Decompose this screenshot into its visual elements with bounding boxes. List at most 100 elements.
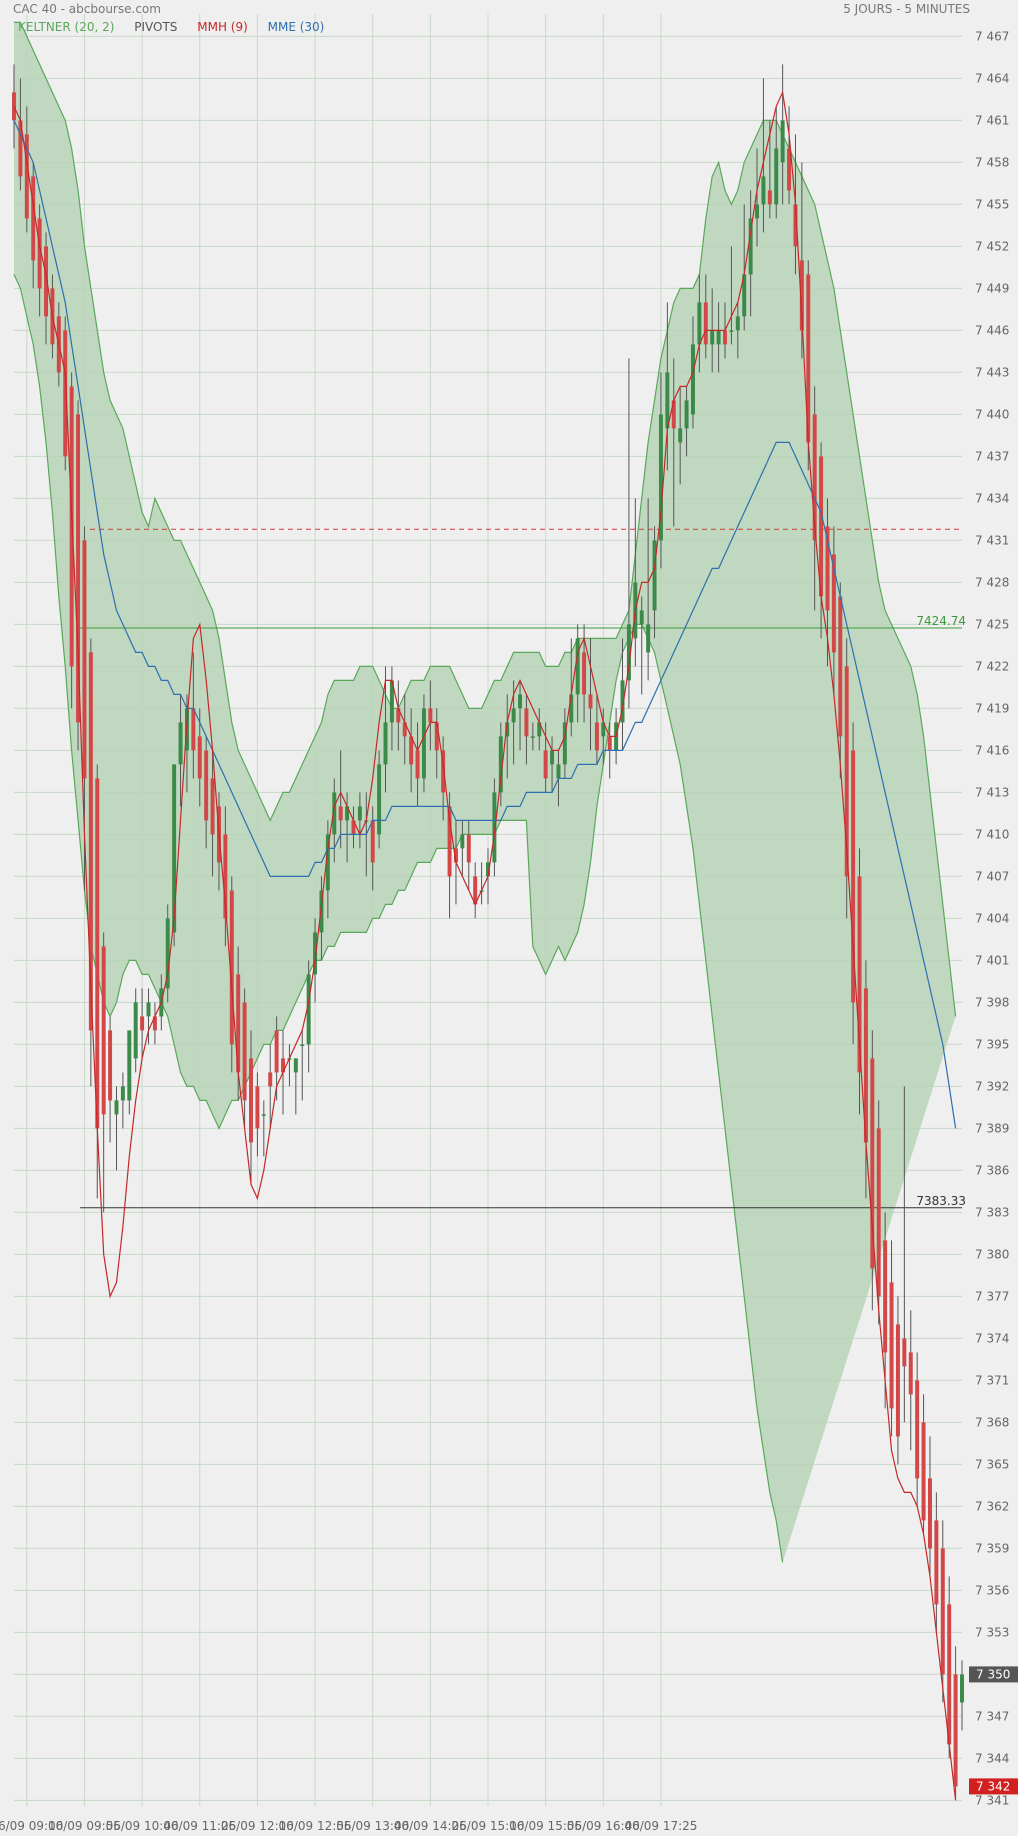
- y-tick-label: 7 416: [975, 743, 1009, 757]
- y-tick-label: 7 377: [975, 1289, 1009, 1303]
- candle: [268, 1044, 273, 1129]
- y-tick-label: 7 410: [975, 827, 1009, 841]
- candle: [498, 722, 503, 807]
- y-tick-label: 7 425: [975, 617, 1009, 631]
- candle-body: [293, 1058, 298, 1073]
- candle: [223, 806, 228, 947]
- candle: [639, 596, 644, 695]
- candle-body: [306, 974, 311, 1045]
- candle-body: [889, 1282, 894, 1409]
- candle: [101, 932, 106, 1213]
- candle-body: [505, 722, 510, 737]
- y-tick-label: 7 440: [975, 407, 1009, 421]
- candle-body: [101, 946, 106, 1115]
- candle: [524, 694, 529, 765]
- candle-body: [870, 1058, 875, 1269]
- candle-body: [319, 890, 324, 933]
- candle: [229, 876, 234, 1073]
- candle: [351, 806, 356, 849]
- candle: [831, 526, 836, 695]
- candle: [197, 708, 202, 807]
- candle: [178, 694, 183, 807]
- candle-body: [152, 1016, 157, 1031]
- y-tick-label: 7 341: [975, 1793, 1009, 1807]
- candle-body: [703, 302, 708, 345]
- y-tick-label: 7 434: [975, 491, 1009, 505]
- candle-body: [473, 876, 478, 905]
- candle-body: [844, 666, 849, 877]
- candle: [870, 1030, 875, 1311]
- candle-body: [601, 722, 606, 737]
- legend-mmh[interactable]: MMH (9): [197, 20, 248, 34]
- candle-body: [223, 834, 228, 919]
- x-tick-label: 06/09 09:10: [0, 1819, 63, 1833]
- candle: [492, 778, 497, 877]
- candle-body: [165, 918, 170, 989]
- price-tag-label: 7 350: [976, 1667, 1010, 1681]
- candle-body: [18, 120, 23, 177]
- y-tick-label: 7 401: [975, 953, 1009, 967]
- candle: [127, 1030, 132, 1115]
- mme-line-group: [13, 120, 957, 1129]
- legend: KELTNER (20, 2) PIVOTS MMH (9) MME (30): [18, 20, 340, 34]
- candle-body: [902, 1338, 907, 1367]
- y-tick-label: 7 446: [975, 323, 1009, 337]
- legend-pivots[interactable]: PIVOTS: [134, 20, 178, 34]
- candle-body: [735, 316, 740, 331]
- price-tag-label: 7 342: [976, 1779, 1010, 1793]
- candle: [421, 694, 426, 793]
- y-tick-label: 7 374: [975, 1331, 1009, 1345]
- candle: [947, 1576, 952, 1759]
- legend-keltner[interactable]: KELTNER (20, 2): [18, 20, 115, 34]
- candle: [915, 1352, 920, 1507]
- candle: [953, 1646, 958, 1801]
- candle: [755, 148, 760, 247]
- y-tick-label: 7 356: [975, 1583, 1009, 1597]
- candle-body: [389, 680, 394, 723]
- candle: [620, 638, 625, 751]
- candle: [934, 1492, 939, 1633]
- y-tick-label: 7 467: [975, 29, 1009, 43]
- candle: [876, 1100, 881, 1325]
- x-tick-label: 06/09 14:25: [394, 1819, 467, 1833]
- candle-body: [671, 400, 676, 429]
- y-tick-label: 7 413: [975, 785, 1009, 799]
- x-tick-label: 06/09 16:40: [567, 1819, 640, 1833]
- price-tag-bg: [969, 1778, 1018, 1795]
- candle: [24, 106, 29, 233]
- candle: [562, 708, 567, 779]
- candle: [120, 1072, 125, 1129]
- legend-mme[interactable]: MME (30): [267, 20, 325, 34]
- candle: [671, 358, 676, 527]
- candle: [377, 750, 382, 849]
- y-tick-label: 7 404: [975, 911, 1009, 925]
- candle: [748, 190, 753, 317]
- candle-body: [236, 974, 241, 1073]
- candle-body: [921, 1422, 926, 1521]
- y-tick-label: 7 449: [975, 281, 1009, 295]
- x-tick-label: 06/09 11:25: [163, 1819, 236, 1833]
- candle-body: [838, 596, 843, 737]
- candle-body: [127, 1030, 132, 1101]
- period-label: 5 JOURS - 5 MINUTES: [843, 2, 970, 16]
- candle: [396, 680, 401, 751]
- candle: [447, 792, 452, 919]
- candle-body: [947, 1604, 952, 1745]
- candle: [460, 820, 465, 877]
- candle-body: [447, 806, 452, 877]
- candle: [37, 204, 42, 317]
- candle-body: [492, 792, 497, 863]
- candle-body: [620, 680, 625, 723]
- y-tick-label: 7 422: [975, 659, 1009, 673]
- candle-body: [441, 750, 446, 793]
- candle: [921, 1394, 926, 1535]
- candle-body: [146, 1002, 151, 1017]
- candle: [895, 1296, 900, 1465]
- candle-body: [678, 428, 683, 443]
- candle: [697, 274, 702, 373]
- x-tick-label: 06/09 09:55: [48, 1819, 121, 1833]
- candle-body: [780, 120, 785, 163]
- candle-body: [518, 694, 523, 709]
